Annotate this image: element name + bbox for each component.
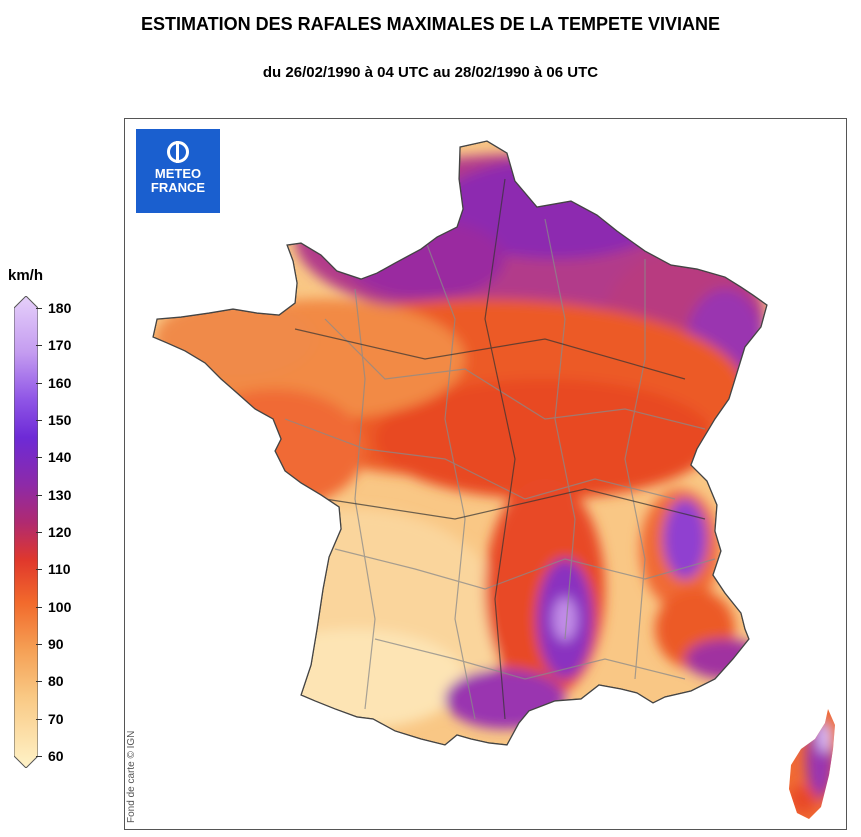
colorbar-tick-label: 60 bbox=[48, 748, 64, 764]
colorbar-tick-mark bbox=[36, 644, 42, 645]
colorbar-tick-label: 80 bbox=[48, 673, 64, 690]
colorbar-tick-mark bbox=[36, 569, 42, 571]
colorbar-legend: km/h 180 170 160 150 140 130 120 110 100 90 80 70 60 bbox=[0, 260, 120, 800]
colorbar-tick-label: 150 bbox=[48, 412, 72, 428]
colorbar-tick-mark bbox=[36, 718, 42, 720]
gust-map: METEO FRANCE Fond de carte © IGN bbox=[124, 118, 847, 830]
colorbar-tick-label: 120 bbox=[48, 524, 72, 540]
colorbar-tick-mark bbox=[36, 532, 42, 533]
colorbar-tick-mark bbox=[36, 308, 42, 309]
map-subtitle: du 26/02/1990 à 04 UTC au 28/02/1990 à 0… bbox=[262, 64, 599, 81]
map-credit: Fond de carte © IGN bbox=[126, 730, 137, 823]
meteo-france-emblem-icon bbox=[167, 141, 189, 163]
colorbar-tick-label: 180 bbox=[48, 300, 72, 316]
colorbar-tick-mark bbox=[36, 494, 42, 496]
colorbar-tick-label: 140 bbox=[48, 449, 72, 466]
colorbar-tick-mark bbox=[36, 606, 42, 608]
france-gust-heatmap bbox=[152, 140, 835, 819]
colorbar-tick-mark bbox=[36, 756, 42, 757]
colorbar-tick-mark bbox=[36, 457, 42, 459]
colorbar-tick-label: 110 bbox=[48, 561, 71, 578]
colorbar-tick-mark bbox=[36, 345, 42, 347]
colorbar-tick-label: 130 bbox=[48, 486, 72, 503]
colorbar-tick-label: 100 bbox=[48, 598, 72, 615]
colorbar-tick-label: 160 bbox=[48, 374, 72, 391]
colorbar-tick-mark bbox=[36, 382, 42, 384]
colorbar-tick-label: 70 bbox=[48, 710, 64, 727]
logo-line1: METEO bbox=[154, 166, 202, 181]
colorbar-tick-label: 170 bbox=[48, 337, 72, 354]
colorbar bbox=[14, 296, 38, 768]
colorbar-tick-mark bbox=[36, 681, 42, 683]
colorbar-tick-label: 90 bbox=[48, 636, 64, 652]
logo-line2: FRANCE bbox=[150, 180, 206, 195]
legend-unit: km/h bbox=[8, 267, 44, 284]
colorbar-tick-mark bbox=[36, 420, 42, 421]
map-title: ESTIMATION DES RAFALES MAXIMALES DE LA T… bbox=[140, 14, 721, 34]
meteo-france-logo: METEO FRANCE bbox=[136, 129, 220, 213]
